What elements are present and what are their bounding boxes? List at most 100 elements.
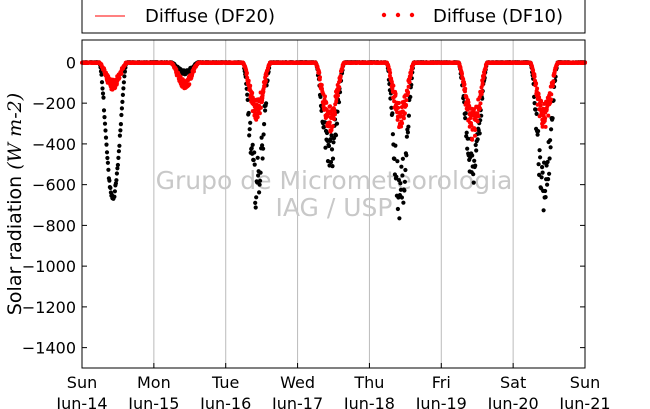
point-total: [102, 121, 108, 126]
point-total: [119, 106, 124, 111]
point-total: [113, 181, 118, 186]
point-total: [470, 153, 475, 158]
point-total: [543, 188, 548, 194]
point-total: [247, 133, 252, 138]
point-diffuse: [393, 91, 398, 96]
point-diffuse: [475, 119, 480, 124]
point-diffuse: [395, 117, 400, 122]
point-diffuse: [174, 67, 179, 72]
point-total: [471, 180, 476, 185]
point-diffuse: [546, 113, 551, 118]
point-total: [120, 99, 125, 104]
y-axis-label: Solar radiation (W m-2): [4, 93, 26, 315]
point-total: [544, 163, 549, 168]
point-diffuse: [396, 105, 401, 110]
point-diffuse: [396, 101, 401, 105]
point-total: [263, 108, 268, 113]
point-diffuse: [262, 84, 267, 89]
y-tick-label: −1400: [22, 339, 76, 358]
point-diffuse: [535, 86, 540, 91]
point-total: [259, 135, 264, 140]
point-diffuse: [473, 128, 478, 132]
point-total: [474, 148, 479, 153]
point-total: [100, 91, 106, 96]
y-tick-label: −200: [32, 94, 76, 113]
point-diffuse: [330, 124, 335, 129]
point-total: [318, 94, 323, 99]
point-total: [398, 187, 403, 192]
point-total: [252, 162, 257, 167]
point-diffuse: [246, 78, 251, 83]
point-diffuse: [549, 92, 554, 97]
point-total: [324, 130, 330, 136]
x-tick-label-date: Jun-18: [343, 394, 395, 409]
point-total: [245, 97, 250, 102]
point-total: [103, 135, 109, 140]
point-total: [536, 162, 541, 167]
point-diffuse: [478, 106, 482, 111]
point-diffuse: [323, 94, 327, 99]
point-total: [104, 142, 109, 147]
point-total: [328, 137, 333, 142]
point-total: [264, 101, 269, 106]
point-diffuse: [257, 111, 262, 116]
point-total: [546, 177, 551, 182]
point-total: [401, 200, 406, 205]
point-diffuse: [244, 71, 249, 76]
x-tick-label-day: Sat: [500, 373, 526, 392]
point-diffuse: [251, 101, 256, 106]
point-total: [408, 94, 413, 100]
point-diffuse: [263, 78, 268, 83]
series-diffuse-df10-points: [80, 60, 587, 142]
x-tick-label-date: Jun-17: [271, 394, 323, 409]
point-total: [399, 195, 404, 200]
point-total: [107, 178, 112, 183]
point-diffuse: [543, 124, 548, 129]
point-total: [548, 145, 553, 150]
point-total: [108, 185, 113, 190]
point-total: [117, 133, 122, 138]
point-diffuse: [531, 68, 536, 73]
point-total: [395, 206, 400, 212]
point-diffuse: [538, 103, 543, 108]
point-diffuse: [478, 101, 483, 106]
point-diffuse: [317, 70, 322, 75]
point-total: [537, 148, 542, 153]
point-total: [247, 127, 252, 132]
point-diffuse: [543, 116, 548, 121]
x-tick-label-date: Jun-19: [415, 394, 467, 409]
point-total: [104, 150, 110, 155]
watermark-line2: IAG / USP: [276, 193, 393, 222]
point-total: [260, 143, 265, 148]
point-total: [463, 116, 468, 121]
point-diffuse: [399, 124, 404, 129]
point-total: [122, 69, 127, 74]
y-axis-label-units: (W m-2): [4, 93, 26, 170]
point-diffuse: [404, 98, 409, 103]
y-tick-label: −1000: [22, 257, 76, 276]
point-total: [253, 200, 258, 205]
point-total: [101, 95, 106, 100]
point-diffuse: [327, 120, 332, 125]
point-total: [261, 146, 266, 151]
point-diffuse: [404, 103, 409, 108]
point-total: [122, 74, 127, 79]
point-total: [258, 170, 263, 175]
point-total: [390, 132, 395, 137]
point-total: [115, 162, 120, 168]
y-tick-label: −800: [32, 216, 76, 235]
point-diffuse: [470, 137, 475, 142]
point-total: [331, 140, 336, 145]
point-total: [540, 170, 545, 175]
point-diffuse: [463, 86, 468, 91]
watermark-line1: Grupo de Micrometeorologia: [156, 166, 513, 195]
point-diffuse: [406, 90, 411, 95]
point-total: [549, 127, 554, 132]
point-diffuse: [258, 105, 263, 110]
point-total: [475, 137, 480, 142]
point-total: [403, 167, 408, 173]
point-total: [112, 194, 117, 199]
point-total: [102, 115, 107, 120]
point-total: [538, 155, 543, 160]
point-total: [472, 158, 477, 163]
